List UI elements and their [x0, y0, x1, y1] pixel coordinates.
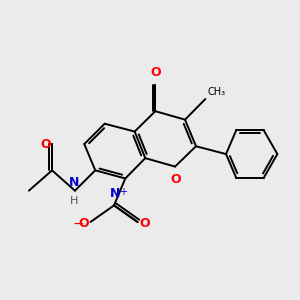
Text: O: O — [40, 138, 50, 151]
Text: +: + — [119, 187, 127, 197]
Text: O: O — [139, 217, 150, 230]
Text: O: O — [78, 217, 89, 230]
Text: O: O — [170, 173, 181, 187]
Text: −: − — [73, 217, 85, 230]
Text: N: N — [110, 187, 121, 200]
Text: CH₃: CH₃ — [208, 86, 226, 97]
Text: O: O — [150, 66, 160, 79]
Text: H: H — [70, 196, 79, 206]
Text: N: N — [69, 176, 80, 189]
